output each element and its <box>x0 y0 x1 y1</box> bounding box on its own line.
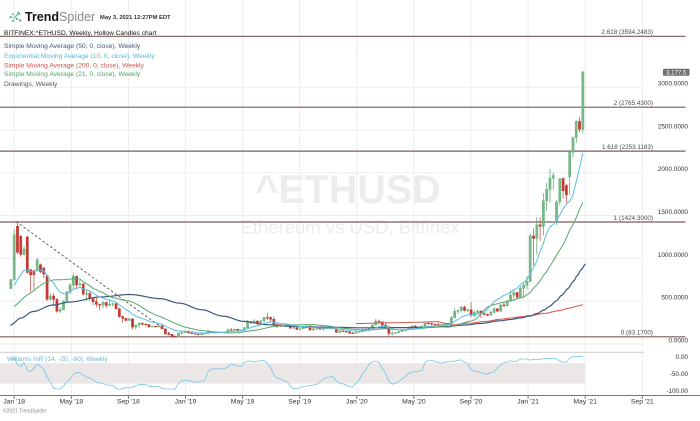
svg-text:Williams %R (14, -20, -80), We: Williams %R (14, -20, -80), Weekly <box>7 356 108 363</box>
svg-text:0.0000: 0.0000 <box>668 337 688 344</box>
svg-text:Jan '20: Jan '20 <box>346 399 368 406</box>
svg-text:Simple Moving Average (21, 0,: Simple Moving Average (21, 0, close), We… <box>4 71 141 78</box>
svg-text:^ETHUSD: ^ETHUSD <box>255 168 440 212</box>
svg-text:Jan '18: Jan '18 <box>3 399 25 406</box>
svg-text:May '20: May '20 <box>402 399 426 406</box>
svg-text:BITFINEX:^ETHUSD, Weekly, Holl: BITFINEX:^ETHUSD, Weekly, Hollow Candles… <box>4 30 157 37</box>
svg-text:Drawings, Weekly: Drawings, Weekly <box>4 81 58 88</box>
svg-text:1 (1424.3000): 1 (1424.3000) <box>614 215 653 222</box>
svg-text:2.618 (3594.2483): 2.618 (3594.2483) <box>602 29 653 36</box>
svg-text:Simple Moving Average (200, 0,: Simple Moving Average (200, 0, close), W… <box>4 62 145 69</box>
svg-text:Ethereum vs USD, Bitfinex: Ethereum vs USD, Bitfinex <box>241 217 461 238</box>
svg-text:Sep '18: Sep '18 <box>117 399 140 406</box>
svg-text:2 (2765.4300): 2 (2765.4300) <box>614 100 653 107</box>
svg-text:May '18: May '18 <box>60 399 84 406</box>
svg-text:0 (83.1700): 0 (83.1700) <box>621 330 653 337</box>
svg-text:3000.0000: 3000.0000 <box>658 81 689 88</box>
svg-text:-100.00: -100.00 <box>666 388 688 395</box>
svg-text:1000.0000: 1000.0000 <box>658 252 689 259</box>
svg-text:May '19: May '19 <box>231 399 255 406</box>
svg-text:May 3, 2021 12:27PM EDT: May 3, 2021 12:27PM EDT <box>100 15 171 21</box>
svg-text:Jan '19: Jan '19 <box>175 399 197 406</box>
svg-text:Sep '21: Sep '21 <box>631 399 654 406</box>
svg-text:1500.0000: 1500.0000 <box>658 209 689 216</box>
svg-text:-50.00: -50.00 <box>670 371 689 378</box>
svg-text:0.00: 0.00 <box>676 354 689 361</box>
svg-text:3,177.5: 3,177.5 <box>666 69 687 76</box>
svg-text:TrendSpider: TrendSpider <box>25 10 95 24</box>
svg-text:Simple Moving Average (50, 0,: Simple Moving Average (50, 0, close), We… <box>4 43 141 50</box>
svg-text:©2021 TrendSpider: ©2021 TrendSpider <box>3 408 47 415</box>
svg-text:2500.0000: 2500.0000 <box>658 124 689 131</box>
svg-text:Sep '19: Sep '19 <box>288 399 311 406</box>
svg-text:Sep '20: Sep '20 <box>460 399 483 406</box>
svg-text:Exponential Moving Average (10: Exponential Moving Average (10, 0, close… <box>4 53 155 60</box>
svg-text:500.0000: 500.0000 <box>661 295 688 302</box>
svg-text:Jan '21: Jan '21 <box>517 399 539 406</box>
svg-text:2000.0000: 2000.0000 <box>658 166 689 173</box>
svg-text:1.618 (2253.1183): 1.618 (2253.1183) <box>602 144 653 151</box>
svg-text:May '21: May '21 <box>573 399 597 406</box>
